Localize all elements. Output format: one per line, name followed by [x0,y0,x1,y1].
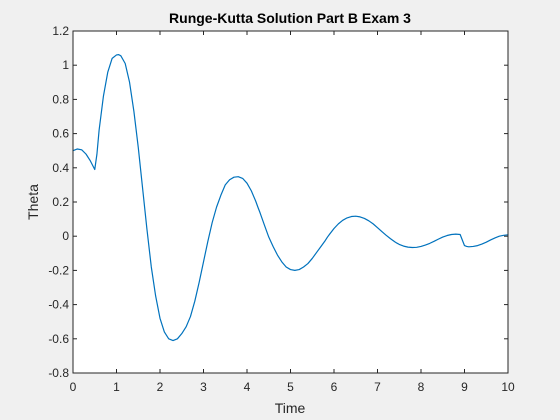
y-tick-label: -0.8 [48,366,69,380]
x-axis-label: Time [275,400,306,416]
x-tick-label: 10 [501,380,515,394]
x-tick-label: 6 [331,380,338,394]
x-tick-label: 8 [418,380,425,394]
ticks-layer: 0 1 2 3 4 5 6 7 8 9 10 -0.8 -0.6 -0.4 -0.2 0 0.2 0.4 0.6 0.… [48,24,515,394]
y-tick-label: 0.8 [52,92,69,106]
y-tick-label: 1.2 [52,24,69,38]
x-tick-label: 2 [157,380,164,394]
y-tick-label: 0.6 [52,127,69,141]
x-tick-label: 5 [287,380,294,394]
x-tick-label: 4 [244,380,251,394]
y-axis-label: Theta [25,184,41,220]
chart-title: Runge-Kutta Solution Part B Exam 3 [169,10,411,26]
x-tick-label: 0 [70,380,77,394]
x-tick-label: 3 [200,380,207,394]
series-line [72,54,509,342]
y-tick-label: -0.2 [48,263,69,277]
y-tick-label: 0.2 [52,195,69,209]
y-tick-label: 0.4 [52,161,69,175]
x-tick-label: 7 [374,380,381,394]
y-tick-label: -0.6 [48,332,69,346]
x-tick-label: 1 [113,380,120,394]
y-tick-label: -0.4 [48,298,69,312]
series-layer [72,54,509,342]
plot-area [73,31,508,373]
x-tick-label: 9 [461,380,468,394]
y-tick-label: 0 [62,229,69,243]
y-tick-label: 1 [62,58,69,72]
